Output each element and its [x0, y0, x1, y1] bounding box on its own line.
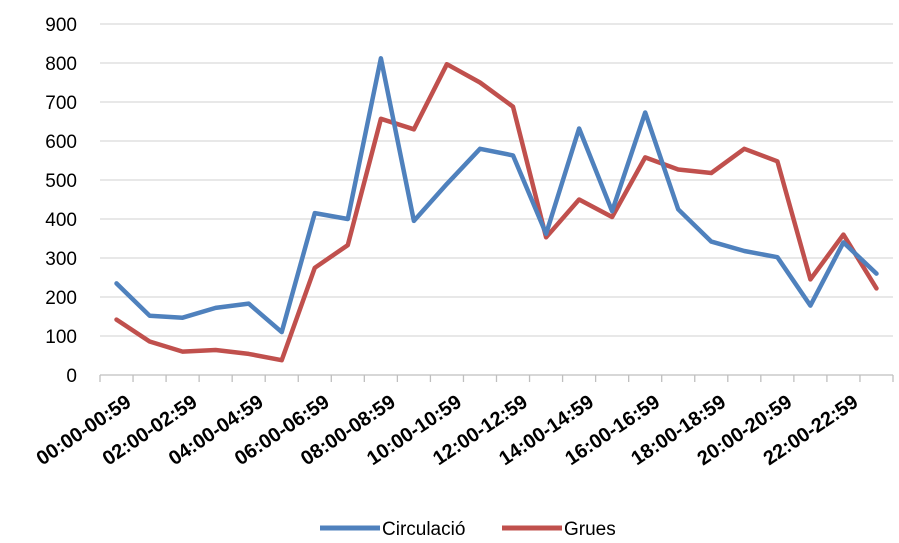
gridlines — [100, 23, 893, 337]
legend: Circulació Grues — [320, 519, 616, 540]
axes — [99, 374, 894, 382]
y-tick-label: 100 — [45, 327, 77, 348]
y-tick-label: 500 — [45, 171, 77, 192]
y-tick-label: 600 — [45, 132, 77, 153]
x-axis-ticks: 00:00-00:5902:00-02:5904:00-04:5906:00-0… — [33, 391, 863, 470]
y-tick-label: 800 — [45, 54, 77, 75]
y-tick-label: 900 — [45, 15, 77, 36]
series-line-grues — [114, 61, 879, 363]
y-axis-ticks: 0 100 200 300 400 500 600 700 800 900 — [45, 15, 77, 387]
y-tick-label: 200 — [45, 288, 77, 309]
y-tick-label: 0 — [66, 366, 77, 387]
series-lines — [114, 56, 879, 363]
y-tick-label: 300 — [45, 249, 77, 270]
y-tick-label: 400 — [45, 210, 77, 231]
legend-label: Grues — [564, 519, 616, 540]
legend-label: Circulació — [382, 519, 465, 540]
series-line-circulacio — [114, 56, 879, 335]
y-tick-label: 700 — [45, 93, 77, 114]
